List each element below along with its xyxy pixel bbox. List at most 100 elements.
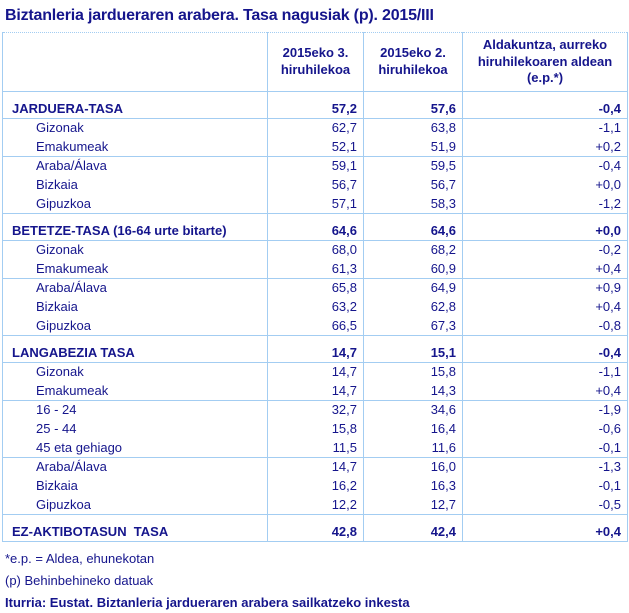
- header-change: Aldakuntza, aurreko hiruhilekoaren aldea…: [462, 32, 628, 92]
- spacer-cell: [363, 514, 463, 523]
- cell-value: 52,1: [267, 137, 364, 157]
- cell-value: 61,3: [267, 259, 364, 279]
- cell-value: 60,9: [363, 259, 463, 279]
- cell-value: 64,9: [363, 278, 463, 298]
- row-label: Gipuzkoa: [2, 194, 268, 214]
- spacer-cell: [267, 335, 364, 344]
- cell-value: 58,3: [363, 194, 463, 214]
- spacer-cell: [267, 213, 364, 222]
- cell-value: 66,5: [267, 316, 364, 336]
- table-row: Gipuzkoa 12,2 12,7 -0,5: [2, 495, 628, 515]
- cell-value: 62,7: [267, 118, 364, 138]
- section-spacer-row: [3, 514, 628, 523]
- cell-value: 15,8: [363, 362, 463, 382]
- cell-value: 57,2: [267, 99, 364, 119]
- spacer-cell: [462, 514, 628, 523]
- row-label: EZ-AKTIBOTASUN TASA: [2, 522, 268, 542]
- row-label: Emakumeak: [2, 259, 268, 279]
- table-row: Araba/Álava 65,8 64,9 +0,9: [3, 278, 628, 298]
- cell-value: 11,5: [267, 438, 364, 458]
- row-label: Gizonak: [36, 364, 84, 380]
- table-row: 45 eta gehiago 11,5 11,6 -0,1: [2, 438, 628, 458]
- table-row: Araba/Álava 14,7 16,0 -1,3: [3, 457, 628, 477]
- cell-value: 12,2: [267, 495, 364, 515]
- row-label: 45 eta gehiago: [2, 438, 268, 458]
- table-row: Emakumeak 61,3 60,9 +0,4: [2, 259, 628, 279]
- spacer-cell: [3, 92, 268, 100]
- footnote: Iturria: Eustat. Biztanleria jardueraren…: [5, 595, 410, 610]
- table-row: BETETZE-TASA (16-64 urte bitarte) 64,6 64,…: [2, 221, 628, 241]
- cell-value: 16,4: [363, 419, 463, 439]
- cell-value: -0,5: [462, 495, 628, 515]
- cell-value: -1,1: [462, 362, 628, 382]
- spacer-cell: [267, 514, 364, 523]
- cell-value: 11,6: [363, 438, 463, 458]
- cell-value: -0,6: [462, 419, 628, 439]
- table-row: JARDUERA-TASA 57,2 57,6 -0,4: [2, 99, 628, 119]
- cell-value: -0,4: [462, 156, 628, 176]
- section-spacer-row: [3, 91, 628, 100]
- cell-value: 34,6: [363, 400, 463, 420]
- cell-value: -1,9: [462, 400, 628, 420]
- row-label: Gipuzkoa: [2, 316, 268, 336]
- cell-value: 57,6: [363, 99, 463, 119]
- cell-value: 16,0: [363, 457, 463, 477]
- cell-value: 65,8: [267, 278, 364, 298]
- row-label: Gipuzkoa: [2, 495, 268, 515]
- spacer-cell: [462, 213, 628, 222]
- cell-value: 63,2: [267, 297, 364, 317]
- table-row: Gipuzkoa 66,5 67,3 -0,8: [2, 316, 628, 336]
- row-label: Bizkaia: [36, 299, 78, 314]
- table-row: Gizonak 14,7 15,8 -1,1: [3, 362, 628, 382]
- table-row: 16 - 24 32,7 34,6 -1,9: [3, 400, 628, 420]
- table-row: Emakumeak 52,1 51,9 +0,2: [2, 137, 628, 157]
- cell-value: 64,6: [267, 221, 364, 241]
- table-row: EZ-AKTIBOTASUN TASA 42,8 42,4 +0,4: [2, 522, 628, 542]
- cell-value: 59,1: [267, 156, 364, 176]
- row-label: LANGABEZIA TASA: [2, 343, 268, 363]
- spacer-cell: [462, 91, 628, 100]
- cell-value: 14,7: [267, 362, 364, 382]
- cell-value: +0,9: [462, 278, 628, 298]
- cell-value: -0,4: [462, 99, 628, 119]
- table-row: Gizonak 68,0 68,2 -0,2: [3, 240, 628, 260]
- cell-value: +0,0: [462, 175, 628, 195]
- cell-value: 51,9: [363, 137, 463, 157]
- cell-value: 15,8: [267, 419, 364, 439]
- spacer-cell: [3, 214, 268, 222]
- header-2015-q2: 2015eko 2. hiruhilekoa: [363, 32, 463, 92]
- spacer-cell: [3, 336, 268, 344]
- table-body: JARDUERA-TASA 57,2 57,6 -0,4 Gizonak 62,7 63,8…: [2, 91, 628, 542]
- cell-value: -1,2: [462, 194, 628, 214]
- footnote: *e.p. = Aldea, ehunekotan: [5, 551, 155, 566]
- cell-value: 16,3: [363, 476, 463, 496]
- cell-value: +0,4: [462, 297, 628, 317]
- cell-value: 16,2: [267, 476, 364, 496]
- spacer-cell: [363, 91, 463, 100]
- spacer-cell: [267, 91, 364, 100]
- cell-value: +0,4: [462, 381, 628, 401]
- row-label: Emakumeak: [2, 381, 268, 401]
- spacer-cell: [462, 335, 628, 344]
- cell-value: 64,6: [363, 221, 463, 241]
- row-label: Araba/Álava: [36, 280, 107, 296]
- row-label: 25 - 44: [36, 421, 77, 436]
- cell-value: 57,1: [267, 194, 364, 214]
- cell-value: -0,1: [462, 438, 628, 458]
- cell-value: 62,8: [363, 297, 463, 317]
- row-label: Gizonak: [36, 120, 84, 136]
- page-title: Biztanleria jardueraren arabera. Tasa na…: [5, 7, 434, 24]
- cell-value: -0,2: [462, 240, 628, 260]
- cell-value: 14,3: [363, 381, 463, 401]
- cell-value: +0,4: [462, 522, 628, 542]
- cell-value: 56,7: [267, 175, 364, 195]
- cell-value: 42,8: [267, 522, 364, 542]
- cell-value: 56,7: [363, 175, 463, 195]
- row-label: Araba/Álava: [36, 459, 107, 475]
- cell-value: 59,5: [363, 156, 463, 176]
- table-row: 25 - 44 15,8 16,4 -0,6: [3, 419, 628, 439]
- table-header: 2015eko 3. hiruhilekoa 2015eko 2. hiruhi…: [2, 32, 628, 92]
- cell-value: -1,1: [462, 118, 628, 138]
- cell-value: +0,2: [462, 137, 628, 157]
- table-row: Gipuzkoa 57,1 58,3 -1,2: [2, 194, 628, 214]
